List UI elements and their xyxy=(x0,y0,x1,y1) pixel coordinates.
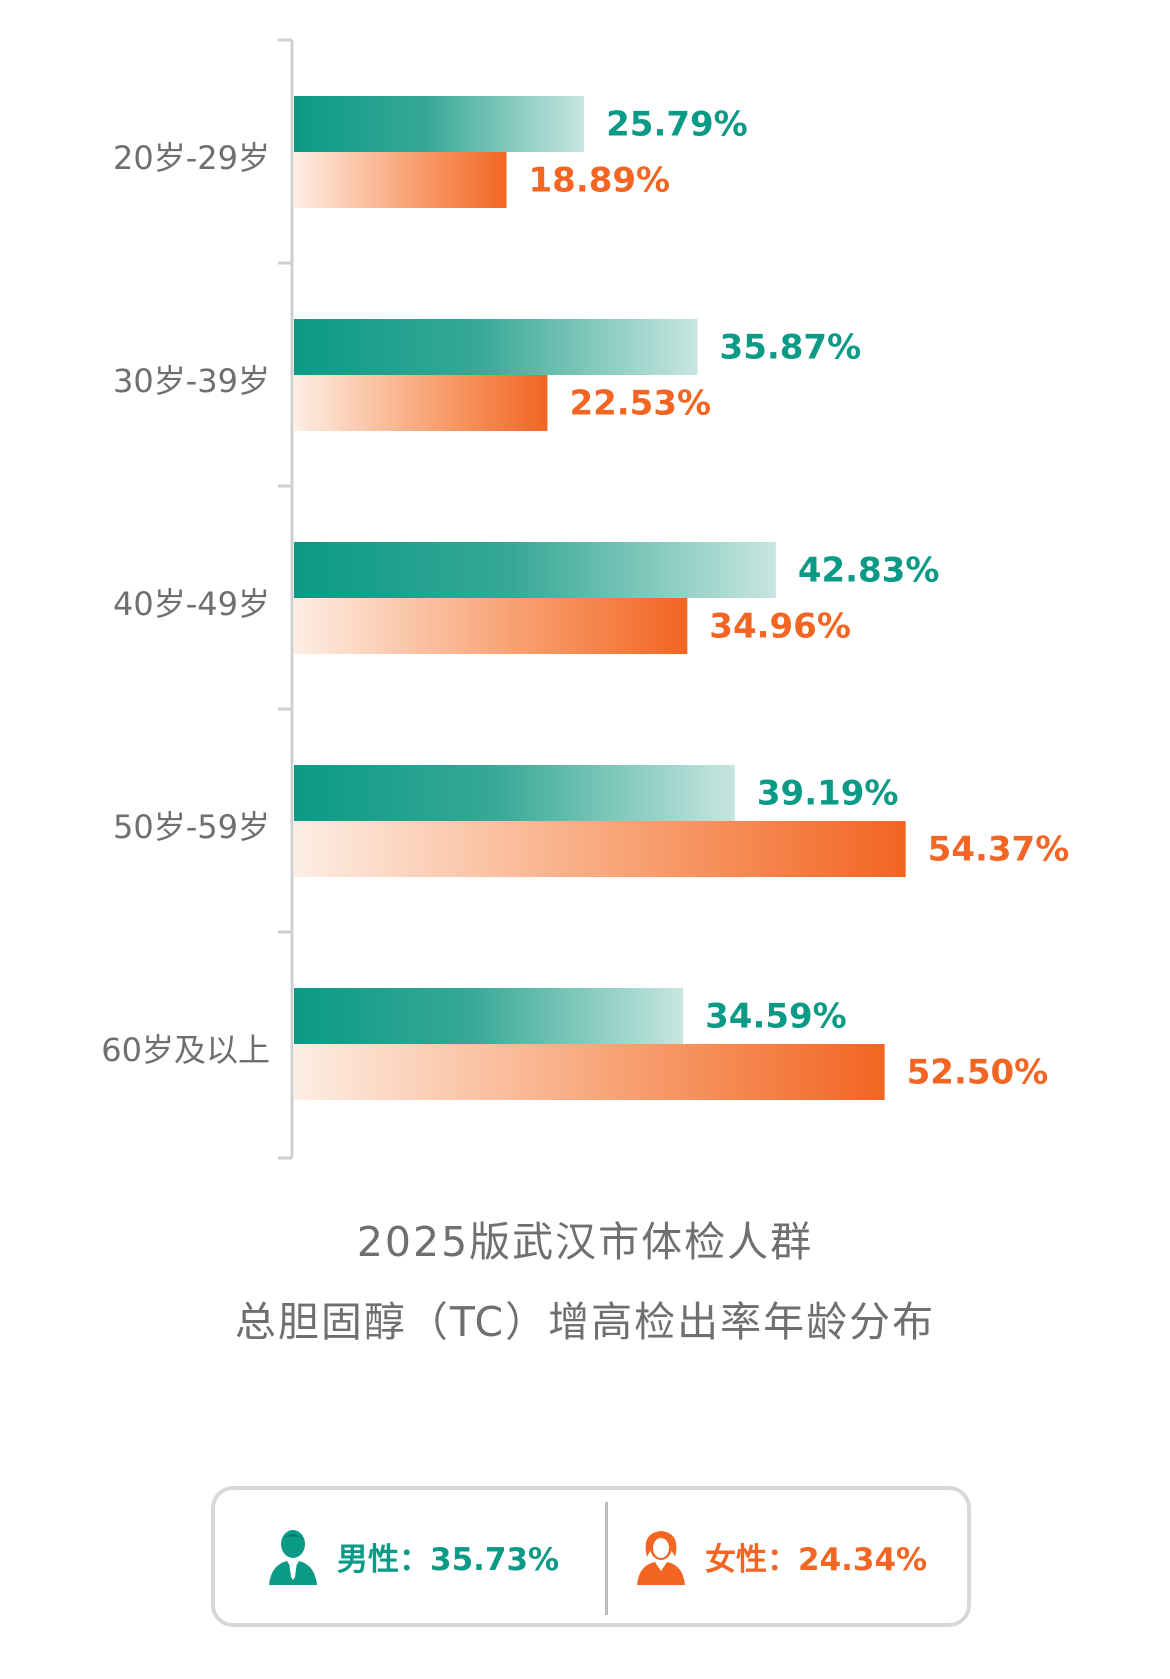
data-label: 35.87% xyxy=(720,328,862,368)
legend-male-label: 男性：35.73% xyxy=(337,1542,560,1578)
legend-male: 男性：35.73% xyxy=(267,1490,559,1623)
data-label: 25.79% xyxy=(606,105,748,145)
chart-title-line-1: 2025版武汉市体检人群 xyxy=(356,1218,814,1266)
bar-male xyxy=(294,988,684,1044)
summary-legend: 男性：35.73% 女性：24.34% xyxy=(211,1486,971,1627)
chart-title-line-2: 总胆固醇（TC）增高检出率年龄分布 xyxy=(234,1298,936,1346)
bar-male xyxy=(294,765,735,821)
data-label: 54.37% xyxy=(928,830,1070,870)
data-label: 42.83% xyxy=(798,551,940,591)
legend-divider xyxy=(605,1502,608,1615)
y-tick-label: 30岁-39岁 xyxy=(113,362,270,400)
bar-female xyxy=(294,821,906,877)
legend-female-label: 女性：24.34% xyxy=(705,1542,928,1578)
y-tick-label: 60岁及以上 xyxy=(101,1031,270,1069)
legend-female: 女性：24.34% xyxy=(635,1490,927,1623)
bar-female xyxy=(294,375,548,431)
y-tick-label: 40岁-49岁 xyxy=(113,585,270,623)
bar-female xyxy=(294,152,507,208)
data-label: 34.59% xyxy=(705,997,847,1037)
bar-female xyxy=(294,598,688,654)
data-label: 22.53% xyxy=(569,384,711,424)
data-label: 52.50% xyxy=(907,1053,1049,1093)
bar-female xyxy=(294,1044,885,1100)
y-tick-label: 50岁-59岁 xyxy=(113,808,270,846)
bar-male xyxy=(294,542,776,598)
bar-chart: 20岁-29岁 25.79% 18.89% 30岁-39岁 35.87%22.53% 40… xyxy=(101,38,1070,1160)
data-label: 34.96% xyxy=(709,607,851,647)
male-user-icon xyxy=(269,1529,317,1585)
bar-male xyxy=(294,319,698,375)
data-label: 18.89% xyxy=(529,161,671,201)
bar-male xyxy=(294,96,585,152)
y-tick-label: 20岁-29岁 xyxy=(113,139,270,177)
data-label: 39.19% xyxy=(757,774,899,814)
female-user-icon xyxy=(637,1530,685,1585)
